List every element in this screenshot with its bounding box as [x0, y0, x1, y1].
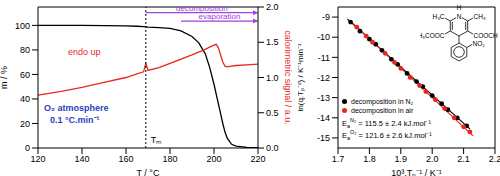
svg-text:220: 220	[250, 154, 265, 164]
svg-text:calorimetric signal / a.u.: calorimetric signal / a.u.	[283, 30, 292, 125]
svg-text:NO₂: NO₂	[473, 40, 486, 47]
svg-text:200: 200	[206, 154, 221, 164]
svg-text:-9: -9	[322, 12, 330, 22]
html-text:N₂= 115.5 ± 2.4 kJ.mol⁻¹: N₂= 115.5 ± 2.4 kJ.mol⁻¹	[350, 117, 431, 128]
svg-text:2.1: 2.1	[457, 154, 470, 164]
svg-text:0.0: 0.0	[266, 143, 279, 153]
svg-text:Tₘ: Tₘ	[151, 135, 162, 145]
svg-text:-12: -12	[317, 73, 330, 83]
svg-text:1.9: 1.9	[395, 154, 408, 164]
svg-text:H: H	[457, 4, 462, 11]
html-text:O₂ atmosphere: O₂ atmosphere	[44, 103, 109, 113]
svg-text:H₃C: H₃C	[432, 13, 444, 20]
svg-text:160: 160	[118, 154, 133, 164]
svg-text:evaporation: evaporation	[199, 12, 241, 21]
svg-text:1.8: 1.8	[363, 154, 376, 164]
html-text:decomposition in air: decomposition in air	[351, 107, 414, 114]
svg-text:40: 40	[20, 94, 30, 104]
svg-text:-15: -15	[317, 133, 330, 143]
svg-text:20: 20	[20, 119, 30, 129]
svg-text:decomposition: decomposition	[176, 3, 228, 13]
svg-text:1.7: 1.7	[332, 154, 345, 164]
svg-text:2.2: 2.2	[489, 154, 492, 164]
svg-text:m / %: m / %	[8, 66, 9, 89]
svg-text:100: 100	[15, 21, 30, 31]
svg-text:0.5: 0.5	[266, 108, 279, 118]
svg-text:ln(q.Tₚ⁻²) / K⁻¹min⁻¹: ln(q.Tₚ⁻²) / K⁻¹min⁻¹	[298, 43, 305, 111]
svg-text:-13: -13	[317, 93, 330, 103]
svg-text:1.0: 1.0	[266, 73, 279, 83]
html-text:Ea: Ea	[342, 130, 351, 141]
svg-text:2.0: 2.0	[266, 2, 279, 12]
svg-text:-14: -14	[317, 113, 330, 123]
svg-text:60: 60	[20, 70, 30, 80]
html-text:Ea: Ea	[342, 118, 351, 129]
svg-text:120: 120	[30, 154, 45, 164]
svg-text:-10: -10	[317, 32, 330, 42]
html-text:0.1 °C.min⁻¹: 0.1 °C.min⁻¹	[50, 115, 100, 125]
svg-text:80: 80	[20, 45, 30, 55]
html-text:endo up: endo up	[68, 47, 101, 57]
svg-text:0: 0	[25, 143, 30, 153]
svg-text:2.0: 2.0	[426, 154, 439, 164]
svg-text:140: 140	[74, 154, 89, 164]
svg-text:COOCH₃: COOCH₃	[474, 32, 493, 39]
svg-text:N: N	[457, 13, 462, 20]
svg-text:CH₃: CH₃	[474, 13, 486, 20]
html-text:decomposition in N₂: decomposition in N₂	[351, 98, 414, 105]
html-text:O₂= 121.6 ± 2.6 kJ.mol⁻¹: O₂= 121.6 ± 2.6 kJ.mol⁻¹	[350, 129, 432, 140]
svg-text:1.5: 1.5	[266, 37, 279, 47]
svg-text:T / °C: T / °C	[137, 168, 160, 176]
svg-text:H₃COOC: H₃COOC	[420, 32, 445, 39]
svg-text:180: 180	[162, 154, 177, 164]
svg-text:-11: -11	[318, 53, 330, 63]
svg-text:10³.Tₚ⁻¹ / K⁻¹: 10³.Tₚ⁻¹ / K⁻¹	[391, 168, 442, 176]
